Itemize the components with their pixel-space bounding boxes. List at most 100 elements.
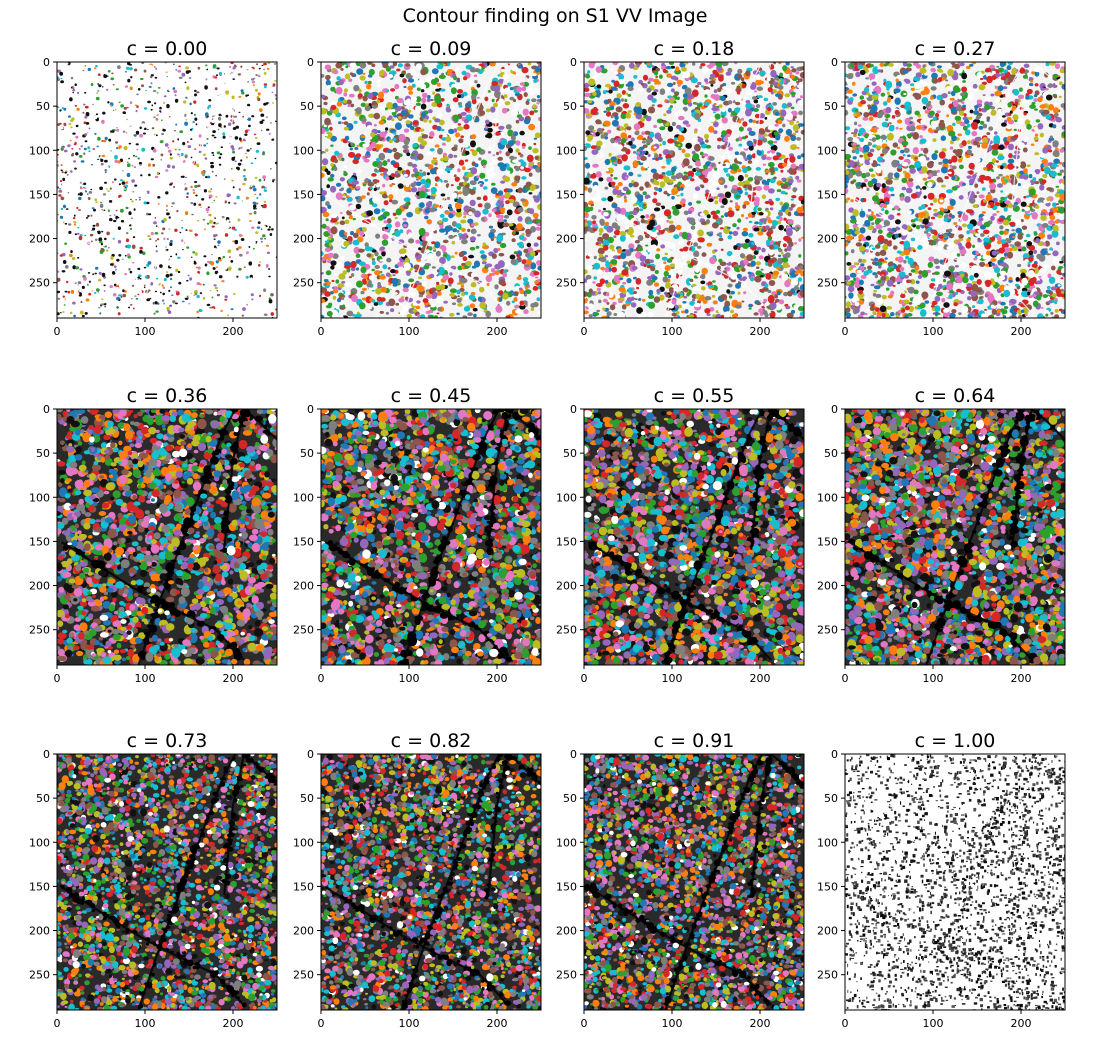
x-tick-label: 0	[318, 325, 325, 338]
x-tick-label: 200	[1011, 1017, 1032, 1030]
y-tick-label: 100	[29, 144, 50, 157]
x-tick-label: 100	[662, 1017, 683, 1030]
y-tick-label: 200	[556, 233, 577, 246]
axes-frame	[583, 61, 805, 319]
subplot-title: c = 0.91	[654, 730, 735, 752]
subplot: c = 0.27 0 100 200 0 50 100 150 200 250	[817, 38, 1066, 338]
x-tick-label: 200	[487, 1017, 508, 1030]
axes-frame	[320, 408, 542, 666]
y-tick-label: 150	[29, 880, 50, 893]
axes-frame	[56, 408, 278, 666]
y-tick-label: 100	[556, 491, 577, 504]
y-tick-label: 250	[293, 277, 314, 290]
y-tick-label: 0	[570, 748, 577, 761]
x-tick-label: 0	[581, 1017, 588, 1030]
y-tick-label: 0	[831, 748, 838, 761]
x-tick-label: 100	[662, 325, 683, 338]
y-tick-label: 50	[563, 792, 577, 805]
y-tick-label: 100	[293, 144, 314, 157]
y-tick-label: 200	[556, 580, 577, 593]
subplot-image	[845, 409, 1065, 665]
y-tick-label: 100	[817, 491, 838, 504]
x-tick-label: 200	[1011, 672, 1032, 685]
x-tick-label: 200	[1011, 325, 1032, 338]
y-tick-label: 100	[293, 491, 314, 504]
subplot-title: c = 0.73	[127, 730, 208, 752]
x-tick-label: 200	[750, 672, 771, 685]
subplot-image	[57, 409, 277, 665]
subplot-image	[845, 62, 1065, 318]
y-tick-label: 200	[817, 925, 838, 938]
subplot-grid: c = 0.00 0 100 200 0 50 100 150 200 250 c = 0.09 0 1…	[29, 38, 1066, 1030]
subplot: c = 0.45 0 100 200 0 50 100 150 200 250	[293, 385, 542, 685]
x-tick-label: 100	[399, 672, 420, 685]
x-tick-label: 100	[923, 1017, 944, 1030]
y-tick-label: 0	[307, 403, 314, 416]
x-tick-label: 0	[581, 325, 588, 338]
subplot: c = 0.64 0 100 200 0 50 100 150 200 250	[817, 385, 1066, 685]
x-tick-label: 0	[54, 1017, 61, 1030]
subplot: c = 0.73 0 100 200 0 50 100 150 200 250	[29, 730, 278, 1030]
y-tick-label: 250	[293, 624, 314, 637]
x-tick-label: 200	[223, 325, 244, 338]
y-tick-label: 200	[293, 925, 314, 938]
y-tick-label: 0	[570, 56, 577, 69]
x-tick-label: 100	[135, 1017, 156, 1030]
y-tick-label: 250	[556, 969, 577, 982]
subplot: c = 1.00 0 100 200 0 50 100 150 200 250	[817, 730, 1066, 1030]
x-tick-label: 100	[399, 325, 420, 338]
y-tick-label: 150	[556, 188, 577, 201]
subplot-title: c = 0.82	[391, 730, 472, 752]
y-tick-label: 200	[29, 580, 50, 593]
axes-frame	[844, 408, 1066, 666]
y-tick-label: 50	[824, 447, 838, 460]
figure-title: Contour finding on S1 VV Image	[403, 5, 708, 27]
y-tick-label: 100	[817, 836, 838, 849]
y-tick-label: 100	[556, 836, 577, 849]
y-tick-label: 100	[29, 836, 50, 849]
axes-frame	[583, 408, 805, 666]
x-tick-label: 0	[842, 672, 849, 685]
y-tick-label: 150	[293, 188, 314, 201]
x-tick-label: 200	[487, 672, 508, 685]
subplot: c = 0.91 0 100 200 0 50 100 150 200 250	[556, 730, 805, 1030]
y-tick-label: 250	[817, 969, 838, 982]
y-tick-label: 150	[293, 880, 314, 893]
y-tick-label: 50	[563, 447, 577, 460]
subplot-image	[57, 62, 277, 318]
y-tick-label: 0	[831, 56, 838, 69]
subplot-title: c = 0.09	[391, 38, 472, 60]
x-tick-label: 0	[842, 1017, 849, 1030]
subplot-title: c = 0.36	[127, 385, 208, 407]
y-tick-label: 200	[29, 925, 50, 938]
y-tick-label: 50	[36, 447, 50, 460]
y-tick-label: 250	[817, 277, 838, 290]
axes-frame	[56, 753, 278, 1011]
x-tick-label: 100	[923, 672, 944, 685]
y-tick-label: 100	[29, 491, 50, 504]
y-tick-label: 250	[29, 969, 50, 982]
x-tick-label: 0	[842, 325, 849, 338]
y-tick-label: 200	[293, 580, 314, 593]
subplot-image	[321, 62, 541, 318]
x-tick-label: 0	[581, 672, 588, 685]
x-tick-label: 100	[135, 325, 156, 338]
axes-frame	[844, 61, 1066, 319]
x-tick-label: 100	[662, 672, 683, 685]
y-tick-label: 150	[556, 535, 577, 548]
subplot-title: c = 0.45	[391, 385, 472, 407]
y-tick-label: 0	[43, 403, 50, 416]
subplot-image	[584, 754, 804, 1010]
y-tick-label: 0	[307, 56, 314, 69]
x-tick-label: 100	[923, 325, 944, 338]
subplot: c = 0.00 0 100 200 0 50 100 150 200 250	[29, 38, 278, 338]
axes-frame	[320, 61, 542, 319]
x-tick-label: 200	[750, 1017, 771, 1030]
y-tick-label: 50	[300, 447, 314, 460]
y-tick-label: 250	[293, 969, 314, 982]
x-tick-label: 200	[223, 1017, 244, 1030]
y-tick-label: 250	[29, 277, 50, 290]
y-tick-label: 250	[817, 624, 838, 637]
y-tick-label: 0	[43, 56, 50, 69]
